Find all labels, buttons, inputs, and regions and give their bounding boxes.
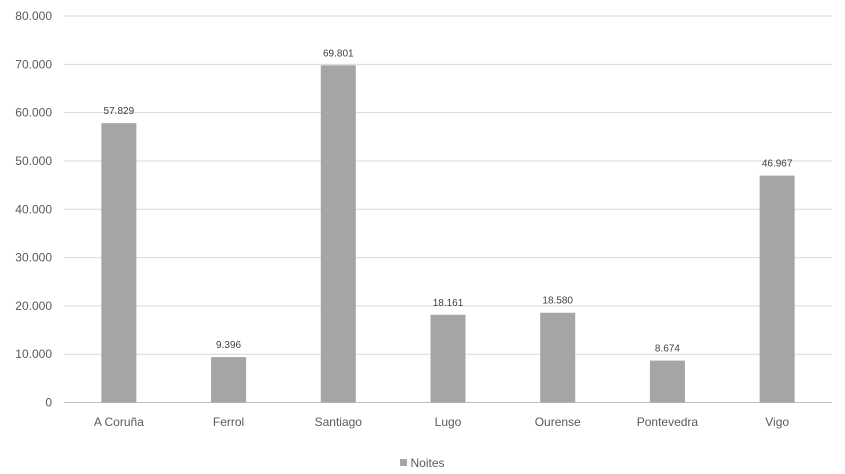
y-tick-label: 0 (45, 396, 52, 410)
data-label: 69.801 (323, 48, 354, 59)
x-tick-label: Vigo (765, 415, 789, 429)
legend-label-noites: Noites (410, 456, 445, 470)
y-tick-label: 10.000 (15, 347, 52, 361)
legend: Noites (0, 456, 845, 470)
data-label: 46.967 (762, 159, 793, 170)
y-tick-label: 60.000 (15, 106, 52, 120)
bar (320, 65, 356, 403)
x-tick-label: Ourense (535, 415, 581, 429)
x-tick-label: Ferrol (213, 415, 244, 429)
bar (430, 314, 466, 403)
x-tick-label: Lugo (435, 415, 462, 429)
y-tick-label: 30.000 (15, 251, 52, 265)
data-label: 18.580 (542, 296, 573, 307)
x-tick-label: Pontevedra (637, 415, 699, 429)
y-tick-label: 80.000 (15, 9, 52, 23)
data-label: 57.829 (104, 106, 135, 117)
bar (649, 360, 685, 403)
bar (759, 175, 795, 403)
y-tick-label: 70.000 (15, 57, 52, 71)
bar (211, 357, 247, 403)
bar (540, 312, 576, 403)
data-label: 18.161 (433, 298, 464, 309)
legend-swatch-noites (400, 459, 408, 466)
data-label: 9.396 (216, 340, 241, 351)
data-label: 8.674 (655, 344, 680, 355)
x-tick-label: A Coruña (94, 415, 144, 429)
y-tick-label: 50.000 (15, 154, 52, 168)
y-tick-label: 40.000 (15, 202, 52, 216)
x-tick-label: Santiago (315, 415, 363, 429)
bar (101, 123, 137, 403)
y-tick-label: 20.000 (15, 299, 52, 313)
